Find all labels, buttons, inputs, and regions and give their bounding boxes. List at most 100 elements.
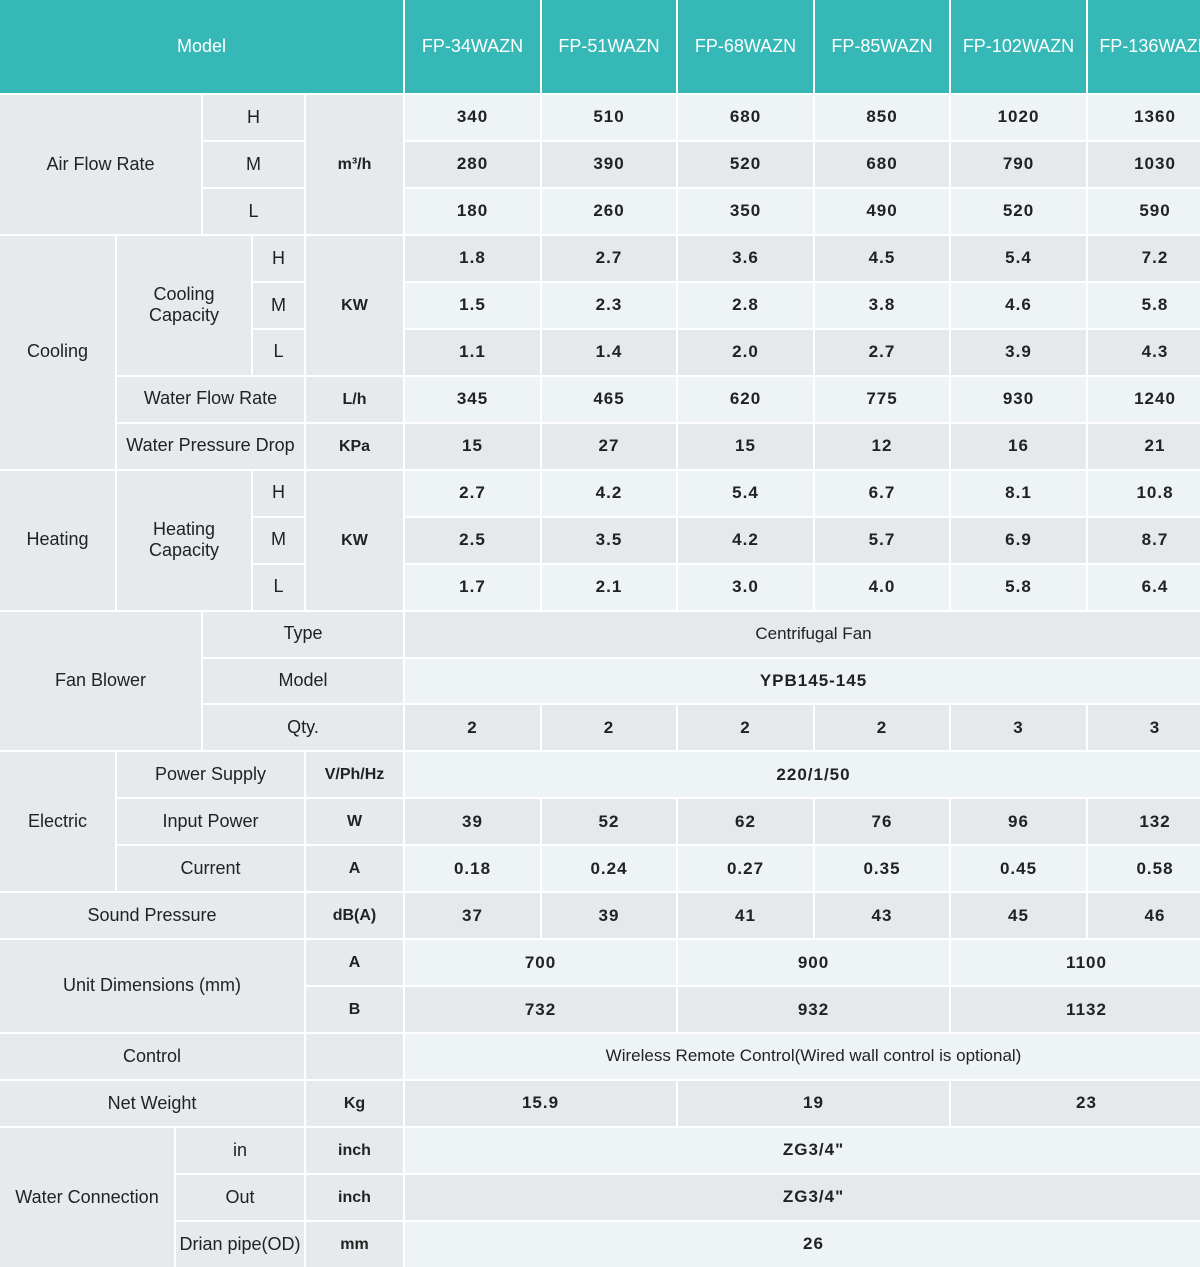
air-flow-value: 350	[678, 188, 813, 234]
model-column-header: FP-85WAZN	[815, 0, 949, 93]
cooling-capacity-value: 1.8	[405, 235, 540, 281]
air-flow-value: 1360	[1088, 95, 1200, 140]
unit-dimensions-label: Unit Dimensions (mm)	[0, 940, 304, 1033]
water-flow-value: 620	[678, 376, 813, 422]
cooling-capacity-unit: KW	[306, 235, 403, 375]
water-flow-value: 465	[542, 376, 676, 422]
fan-qty-value: 2	[815, 705, 949, 751]
cooling-capacity-value: 7.2	[1088, 235, 1200, 281]
heating-capacity-value: 3.0	[678, 564, 813, 610]
air-flow-value: 340	[405, 95, 540, 140]
fan-qty-value: 2	[542, 705, 676, 751]
model-column-header: FP-68WAZN	[678, 0, 813, 93]
net-weight-value: 19	[678, 1081, 949, 1127]
current-label: Current	[117, 846, 304, 892]
dimension-unit: B	[306, 987, 403, 1033]
input-power-value: 62	[678, 799, 813, 845]
water-flow-value: 345	[405, 376, 540, 422]
input-power-value: 132	[1088, 799, 1200, 845]
heating-capacity-label: Heating Capacity	[117, 470, 251, 610]
air-flow-value: 1020	[951, 95, 1086, 140]
pressure-drop-value: 15	[405, 423, 540, 469]
water-drain-label: Drian pipe(OD)	[176, 1222, 304, 1267]
current-value: 0.58	[1088, 846, 1200, 892]
level-label: M	[203, 141, 304, 187]
heating-capacity-value: 4.2	[542, 470, 676, 516]
fan-qty-label: Qty.	[203, 705, 403, 751]
level-label: M	[253, 517, 304, 563]
water-drain-unit: mm	[306, 1222, 403, 1267]
water-flow-value: 930	[951, 376, 1086, 422]
water-out-value: ZG3/4"	[405, 1175, 1200, 1221]
sound-pressure-value: 45	[951, 893, 1086, 939]
heating-capacity-value: 8.7	[1088, 517, 1200, 563]
control-value: Wireless Remote Control(Wired wall contr…	[405, 1034, 1200, 1080]
fan-qty-value: 2	[405, 705, 540, 751]
air-flow-value: 590	[1088, 188, 1200, 234]
current-value: 0.35	[815, 846, 949, 892]
heating-capacity-value: 8.1	[951, 470, 1086, 516]
air-flow-value: 520	[678, 141, 813, 187]
air-flow-value: 850	[815, 95, 949, 140]
pressure-drop-value: 16	[951, 423, 1086, 469]
level-label: L	[253, 564, 304, 610]
cooling-capacity-value: 3.9	[951, 329, 1086, 375]
current-unit: A	[306, 846, 403, 892]
heating-capacity-value: 10.8	[1088, 470, 1200, 516]
heating-capacity-value: 5.8	[951, 564, 1086, 610]
power-supply-label: Power Supply	[117, 752, 304, 798]
level-label: H	[203, 95, 304, 140]
model-column-header: FP-136WAZN	[1088, 0, 1200, 93]
heating-capacity-value: 6.7	[815, 470, 949, 516]
cooling-label: Cooling	[0, 235, 115, 469]
model-column-header: FP-51WAZN	[542, 0, 676, 93]
cooling-capacity-value: 1.1	[405, 329, 540, 375]
cooling-capacity-label: Cooling Capacity	[117, 235, 251, 375]
current-value: 0.18	[405, 846, 540, 892]
water-flow-value: 775	[815, 376, 949, 422]
pressure-drop-value: 21	[1088, 423, 1200, 469]
sound-pressure-value: 39	[542, 893, 676, 939]
level-label: H	[253, 470, 304, 516]
dimension-value: 900	[678, 940, 949, 986]
dimension-value: 1132	[951, 987, 1200, 1033]
input-power-label: Input Power	[117, 799, 304, 845]
sound-pressure-unit: dB(A)	[306, 893, 403, 939]
cooling-capacity-value: 2.8	[678, 282, 813, 328]
power-supply-value: 220/1/50	[405, 752, 1200, 798]
heating-capacity-value: 3.5	[542, 517, 676, 563]
fan-model-label: Model	[203, 658, 403, 704]
model-column-header: FP-102WAZN	[951, 0, 1086, 93]
heating-capacity-value: 6.4	[1088, 564, 1200, 610]
heating-capacity-value: 2.7	[405, 470, 540, 516]
pressure-drop-unit: KPa	[306, 423, 403, 469]
input-power-value: 96	[951, 799, 1086, 845]
fan-type-label: Type	[203, 611, 403, 657]
pressure-drop-label: Water Pressure Drop	[117, 423, 304, 469]
dimension-value: 732	[405, 987, 676, 1033]
net-weight-label: Net Weight	[0, 1081, 304, 1127]
current-value: 0.24	[542, 846, 676, 892]
level-label: M	[253, 282, 304, 328]
cooling-capacity-value: 5.8	[1088, 282, 1200, 328]
air-flow-value: 280	[405, 141, 540, 187]
cooling-capacity-value: 5.4	[951, 235, 1086, 281]
fan-model-value: YPB145-145	[405, 658, 1200, 704]
air-flow-value: 260	[542, 188, 676, 234]
water-out-label: Out	[176, 1175, 304, 1221]
cooling-capacity-value: 3.8	[815, 282, 949, 328]
water-out-unit: inch	[306, 1175, 403, 1221]
level-label: H	[253, 235, 304, 281]
air-flow-value: 1030	[1088, 141, 1200, 187]
water-flow-label: Water Flow Rate	[117, 376, 304, 422]
model-column-header: FP-34WAZN	[405, 0, 540, 93]
heating-capacity-value: 2.5	[405, 517, 540, 563]
current-value: 0.27	[678, 846, 813, 892]
cooling-capacity-value: 2.3	[542, 282, 676, 328]
electric-label: Electric	[0, 752, 115, 892]
water-drain-value: 26	[405, 1222, 1200, 1267]
control-label: Control	[0, 1034, 304, 1080]
dimension-value: 700	[405, 940, 676, 986]
input-power-unit: W	[306, 799, 403, 845]
